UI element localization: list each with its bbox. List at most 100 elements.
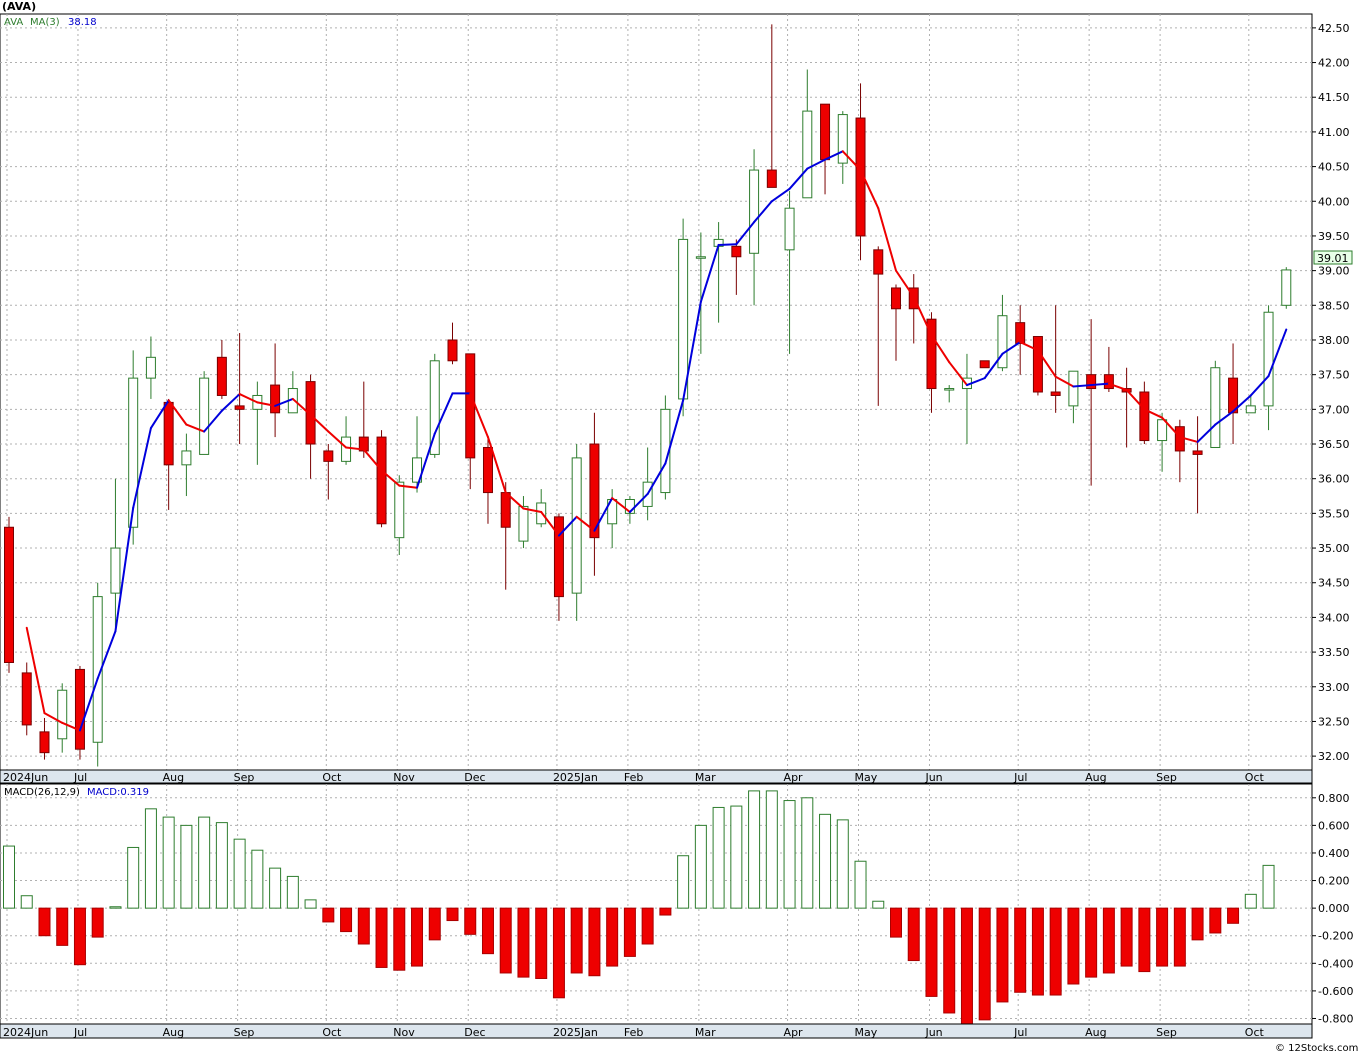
ma3-line-segment: [132, 427, 152, 509]
macd-bar: [925, 907, 938, 997]
macd-bar: [748, 790, 761, 909]
macd-bar: [535, 907, 548, 979]
price-y-tick-label: 37.50: [1318, 369, 1350, 382]
candle-body: [500, 492, 511, 528]
ma3-line-segment: [1090, 382, 1110, 387]
macd-bar: [198, 816, 211, 909]
price-y-tick-label: 42.50: [1318, 22, 1350, 35]
macd-bar: [322, 907, 335, 923]
ma3-line-segment: [433, 392, 454, 435]
ma3-line-segment: [327, 430, 348, 449]
candle: [837, 111, 848, 184]
macd-bar: [517, 907, 530, 978]
ma3-line-segment: [1001, 341, 1022, 355]
candle: [571, 444, 582, 621]
price-y-tick-label: 34.50: [1318, 577, 1350, 590]
macd-y-tick-label: -0.200: [1318, 930, 1353, 943]
date-axis-band-top: [0, 769, 1313, 784]
macd-bar: [623, 907, 636, 957]
macd-bar: [872, 900, 885, 909]
candle-body: [412, 457, 423, 483]
candle: [270, 343, 281, 438]
macd-bar: [20, 895, 33, 909]
macd-bar: [730, 805, 743, 909]
ma3-line-segment: [1178, 436, 1199, 443]
ma3-line-segment: [167, 399, 188, 426]
macd-bar: [144, 808, 157, 909]
x-axis-label-bottom: Sep: [1156, 1026, 1177, 1039]
macd-bar: [659, 907, 672, 916]
macd-bar: [907, 907, 920, 962]
macd-y-tick-label: 0.600: [1318, 819, 1350, 832]
macd-bar: [3, 845, 15, 909]
candle: [589, 412, 600, 576]
ma3-line-segment: [1054, 375, 1075, 388]
macd-bar: [38, 907, 51, 937]
candle-body: [39, 731, 50, 754]
macd-bar: [1173, 907, 1186, 967]
candle: [305, 374, 316, 479]
candle: [802, 69, 813, 199]
macd-bar: [1227, 907, 1240, 924]
macd-bar: [641, 907, 654, 945]
macd-bar: [1031, 907, 1044, 996]
macd-bar: [819, 813, 832, 909]
ma3-line-segment: [859, 169, 880, 210]
candle: [979, 360, 990, 369]
candle: [1032, 336, 1043, 396]
candle: [323, 444, 334, 500]
macd-bar: [1085, 907, 1098, 978]
candle-body: [1015, 322, 1026, 344]
price-y-tick-label: 36.00: [1318, 473, 1350, 486]
ma3-line-segment: [1267, 328, 1288, 378]
price-panel: [0, 13, 1313, 771]
macd-bar: [1244, 893, 1257, 909]
ma3-line-segment: [682, 300, 702, 402]
x-axis-label-bottom: Jul: [73, 1026, 87, 1039]
macd-bar: [1049, 907, 1062, 996]
macd-bar: [481, 907, 494, 955]
candle: [92, 582, 103, 767]
candle-body: [199, 377, 210, 455]
candle-body: [341, 436, 352, 462]
candle-body: [944, 388, 955, 391]
candle-body: [110, 547, 121, 594]
candle-body: [997, 315, 1008, 369]
ma3-line-segment: [362, 448, 383, 472]
candle: [429, 353, 440, 458]
ma3-line-segment: [469, 392, 489, 439]
macd-legend-value: MACD:0.319: [87, 787, 149, 798]
candle-body: [1068, 370, 1079, 407]
macd-bar: [1262, 864, 1275, 909]
candle: [39, 717, 50, 760]
candle-body: [1263, 311, 1274, 407]
x-axis-label-bottom: 2025Jan: [553, 1026, 598, 1039]
x-axis-label-top: Dec: [464, 771, 485, 784]
price-y-tick-label: 42.00: [1318, 57, 1350, 70]
candle: [1157, 412, 1168, 472]
x-axis-label-bottom: 2024Jun: [3, 1026, 48, 1039]
candle-body: [1157, 419, 1168, 442]
ma3-line-segment: [965, 377, 986, 387]
macd-bar: [1209, 907, 1222, 934]
candle-body: [1103, 374, 1114, 390]
candle: [766, 24, 777, 188]
candle-body: [1281, 269, 1292, 306]
legend-ma-value: 38.18: [68, 17, 97, 28]
ma3-line-segment: [593, 497, 614, 532]
ma3-line-segment: [185, 423, 206, 433]
macd-bar: [943, 907, 956, 1014]
macd-bar: [428, 907, 441, 941]
macd-bar: [56, 907, 69, 946]
macd-bar: [890, 907, 902, 938]
x-axis-label-top: 2024Jun: [3, 771, 48, 784]
candle-body: [465, 353, 476, 459]
candle: [944, 385, 955, 403]
ma3-line-segment: [628, 492, 649, 513]
ma3-line-segment: [309, 413, 330, 433]
ma3-line-segment: [1125, 388, 1146, 411]
price-y-tick-label: 41.00: [1318, 126, 1350, 139]
candle: [749, 149, 760, 306]
candle-body: [784, 207, 795, 251]
